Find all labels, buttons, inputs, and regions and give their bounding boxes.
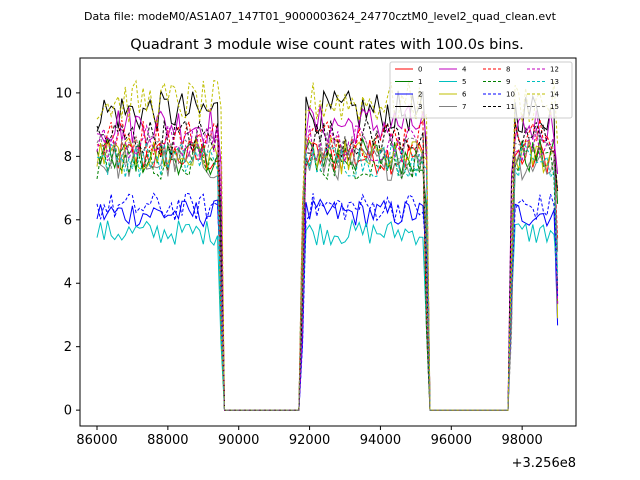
legend-label-3: 3 [418, 103, 422, 111]
series-line-13 [96, 142, 559, 411]
series-line-14 [96, 79, 559, 411]
series-line-7 [96, 145, 559, 411]
chart-title: Quadrant 3 module wise count rates with … [130, 37, 524, 53]
series-line-12 [96, 123, 559, 411]
series-line-11 [96, 117, 559, 411]
x-axis: 86000 88000 90000 92000 94000 96000 98000 [76, 426, 543, 448]
legend-label-13: 13 [550, 78, 559, 86]
plot-frame [79, 57, 577, 427]
y-tick-label: 2 [64, 340, 72, 355]
x-tick-label: 88000 [147, 433, 188, 448]
legend-label-4: 4 [462, 66, 467, 74]
x-offset-label: +3.256e8 [512, 456, 576, 471]
legend-label-2: 2 [418, 91, 422, 99]
series-line-5 [96, 218, 559, 411]
y-tick-label: 6 [64, 213, 72, 228]
series-line-10 [96, 192, 559, 411]
data-file-suptitle: Data file: modeM0/AS1A07_147T01_90000036… [84, 10, 557, 23]
y-tick-label: 0 [64, 404, 72, 419]
legend-label-6: 6 [462, 91, 467, 99]
series-line-15 [96, 130, 559, 411]
legend-label-1: 1 [418, 78, 422, 86]
series-lines [96, 79, 559, 411]
y-tick-label: 10 [55, 86, 72, 101]
series-line-9 [96, 143, 559, 411]
legend-label-5: 5 [462, 78, 466, 86]
legend-label-11: 11 [506, 103, 515, 111]
y-tick-label: 8 [64, 150, 72, 165]
legend-box [389, 61, 573, 119]
legend-label-0: 0 [418, 66, 422, 74]
legend-label-12: 12 [550, 66, 559, 74]
y-axis: 0 2 4 6 8 10 [55, 86, 80, 419]
legend-label-10: 10 [506, 91, 515, 99]
legend-label-9: 9 [506, 78, 510, 86]
x-tick-label: 90000 [218, 433, 259, 448]
x-tick-label: 92000 [289, 433, 330, 448]
x-tick-label: 94000 [360, 433, 401, 448]
legend-label-8: 8 [506, 66, 510, 74]
legend-label-14: 14 [550, 91, 559, 99]
y-tick-label: 4 [64, 277, 72, 292]
legend-label-7: 7 [462, 103, 466, 111]
x-tick-label: 96000 [431, 433, 472, 448]
x-tick-label: 98000 [501, 433, 542, 448]
x-tick-label: 86000 [76, 433, 117, 448]
legend-label-15: 15 [550, 103, 559, 111]
